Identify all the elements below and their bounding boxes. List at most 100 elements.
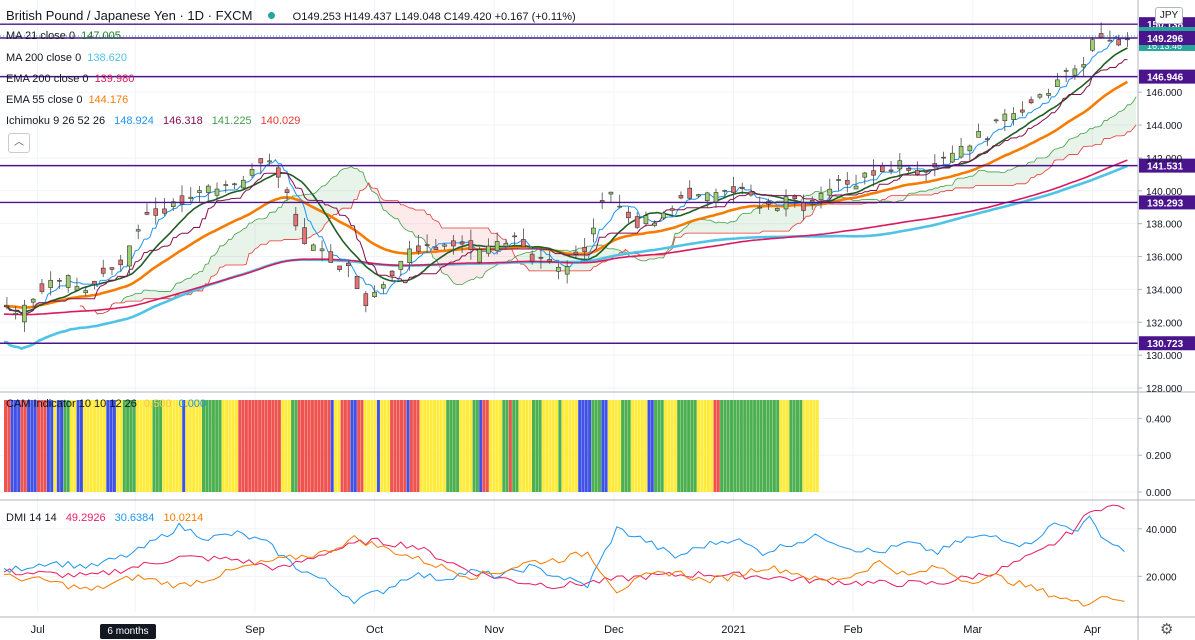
cam-bar — [162, 400, 166, 492]
candle-body — [669, 208, 675, 211]
cam-bar — [4, 400, 7, 492]
time-axis-label: Apr — [1084, 624, 1101, 636]
currency-badge[interactable]: JPY — [1155, 7, 1183, 24]
candle-body — [13, 312, 18, 315]
cloud-segment — [794, 201, 798, 226]
cloud-segment — [380, 196, 384, 210]
legend-ma200[interactable]: MA 200 close 0 138.620 — [6, 51, 127, 65]
cam-bar — [17, 400, 21, 492]
legend-ichimoku[interactable]: Ichimoku 9 26 52 26 148.924 146.318 141.… — [6, 114, 300, 128]
cloud-segment — [211, 255, 215, 277]
legend-ema55[interactable]: EMA 55 close 0 144.176 — [6, 93, 128, 107]
cam-bar — [555, 400, 559, 492]
cam-bar — [116, 400, 120, 492]
price-tick-label: 142.000 — [1146, 154, 1183, 165]
cloud-segment — [707, 220, 711, 234]
cloud-segment — [345, 168, 349, 209]
cloud-segment — [447, 228, 451, 279]
cam-bar — [235, 400, 238, 492]
cloud-segment — [975, 170, 979, 186]
cloud-segment — [742, 213, 746, 234]
gear-icon[interactable]: ⚙ — [1160, 621, 1174, 638]
cam-bar — [683, 400, 687, 492]
cam-tick-label: 0.200 — [1146, 451, 1171, 462]
candle-body — [626, 211, 631, 219]
cloud-segment — [1127, 104, 1131, 132]
time-axis-label: Jul — [31, 624, 45, 636]
candle-body — [1037, 94, 1043, 98]
candle-body — [573, 251, 579, 255]
cloud-segment — [371, 188, 375, 193]
cam-bar — [436, 400, 440, 492]
candle-body — [556, 266, 561, 272]
ichimoku-span-a-line — [79, 96, 1137, 315]
horizontal-levels[interactable]: 150.138149.42016:13:46149.296146.946141.… — [0, 17, 1195, 351]
cloud-segment — [1095, 126, 1099, 145]
candle-body — [512, 235, 517, 238]
cam-bar — [713, 400, 717, 492]
ichimoku-spanB-value: 140.029 — [260, 115, 301, 127]
cam-bar — [178, 400, 182, 492]
cam-bar — [409, 400, 413, 492]
cam-bar — [182, 400, 186, 492]
dmi-label: DMI 14 14 — [6, 512, 57, 524]
cloud-segment — [336, 171, 340, 215]
cam-bar — [673, 400, 677, 492]
cloud-segment — [713, 221, 716, 234]
cam-bar — [578, 400, 582, 492]
cloud-segment — [1077, 133, 1081, 155]
cloud-segment — [701, 219, 705, 234]
cloud-segment — [257, 218, 261, 248]
cloud-segment — [222, 243, 226, 268]
cam-bar — [512, 400, 516, 492]
cloud-segment — [252, 220, 255, 253]
cloud-segment — [710, 220, 714, 234]
ichimoku-cloud — [79, 96, 1137, 315]
cloud-segment — [540, 247, 544, 271]
cloud-segment — [756, 208, 760, 234]
cloud-segment — [1025, 162, 1029, 184]
cloud-segment — [421, 209, 425, 240]
cloud-segment — [146, 290, 150, 299]
cloud-segment — [1092, 126, 1096, 147]
candle-body — [844, 180, 850, 185]
candle-body — [65, 275, 71, 288]
collapse-legend-button[interactable]: ︿ — [8, 133, 30, 153]
cloud-segment — [1133, 96, 1137, 129]
time-range-button[interactable]: 6 months — [100, 624, 156, 639]
cam-bar — [307, 400, 311, 492]
cloud-segment — [537, 248, 541, 271]
legend-ema200[interactable]: EMA 200 close 0 139.980 — [6, 72, 134, 86]
dmi-plus-value: 30.6384 — [114, 512, 155, 524]
cam-bar — [601, 400, 605, 492]
level-badge — [1139, 69, 1195, 84]
cloud-segment — [240, 228, 244, 266]
candle-body — [748, 191, 754, 196]
candle-body — [529, 253, 535, 262]
cloud-segment — [214, 252, 218, 276]
cloud-segment — [354, 168, 358, 200]
cam-bar — [489, 400, 493, 492]
legend-dmi[interactable]: DMI 14 14 49.2926 30.6384 10.0214 — [6, 512, 203, 524]
legend-ma21[interactable]: MA 21 close 0 147.005 — [6, 29, 121, 43]
cloud-segment — [1013, 166, 1017, 186]
cam-bar — [607, 400, 611, 492]
candle-body — [608, 191, 614, 195]
cloud-segment — [327, 178, 331, 222]
legend-cam[interactable]: CAM Indicator 10 10 12 26 0.500 0.000 — [6, 398, 206, 410]
cloud-segment — [403, 204, 407, 231]
cloud-segment — [357, 168, 360, 200]
chart-title-row: British Pound / Japanese Yen · 1D · FXCM… — [6, 8, 576, 23]
cam-bar — [248, 400, 252, 492]
cloud-segment — [771, 202, 775, 232]
cam-bar — [7, 400, 11, 492]
cloud-segment — [698, 219, 702, 234]
cam-bar — [40, 400, 44, 492]
cam-bar — [677, 400, 681, 492]
candle-body — [486, 245, 491, 254]
time-axis-label: Mar — [963, 624, 982, 636]
candle-body — [617, 205, 622, 208]
candle-body — [774, 208, 780, 211]
cam-bar — [400, 400, 403, 492]
